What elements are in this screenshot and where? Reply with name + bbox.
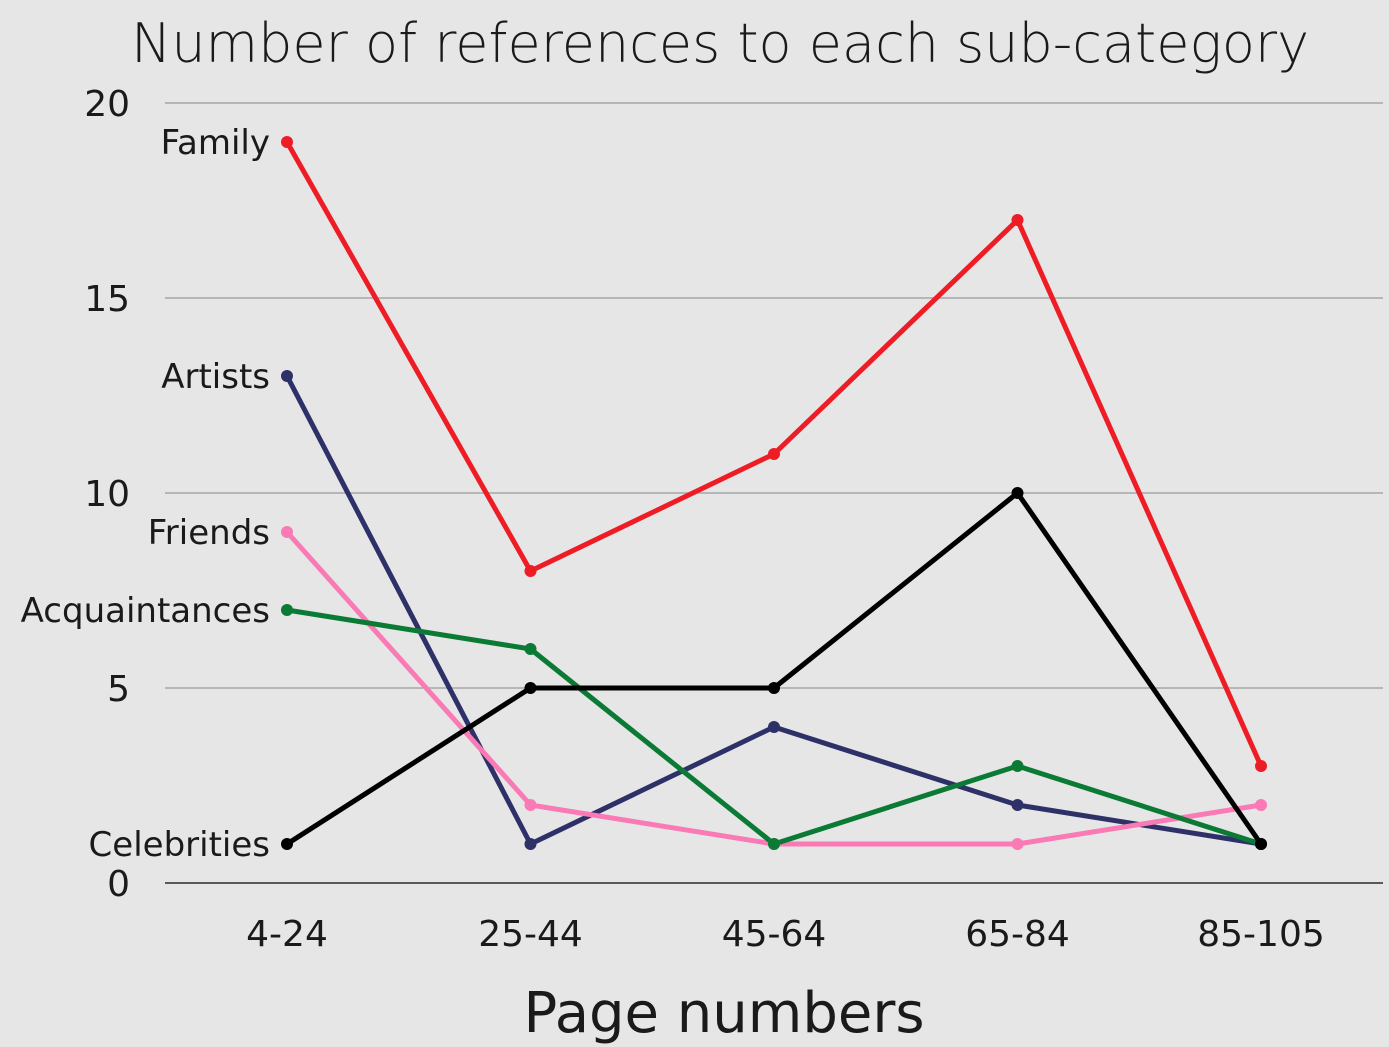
gridlines bbox=[165, 102, 1383, 884]
series-labels: Family Artists Friends Acquaintances Celebri… bbox=[21, 123, 270, 865]
data-point-family-85-105 bbox=[1255, 760, 1267, 772]
data-point-artists-65-84 bbox=[1011, 799, 1024, 811]
series-points bbox=[281, 136, 1267, 850]
series-label-celebrities: Celebrities bbox=[89, 825, 270, 865]
data-point-friends-4-24 bbox=[281, 526, 293, 538]
series-label-friends: Friends bbox=[148, 513, 270, 553]
data-point-family-25-44 bbox=[524, 565, 537, 577]
data-point-artists-45-64 bbox=[768, 721, 780, 733]
y-tick-label-10: 10 bbox=[84, 474, 130, 515]
data-point-acquaintances-25-44 bbox=[524, 643, 537, 655]
data-point-celebrities-65-84 bbox=[1011, 487, 1024, 499]
data-point-family-45-64 bbox=[768, 448, 780, 460]
data-point-celebrities-45-64 bbox=[768, 682, 780, 694]
data-point-family-65-84 bbox=[1011, 214, 1024, 226]
data-point-acquaintances-4-24 bbox=[281, 604, 293, 616]
data-point-artists-4-24 bbox=[281, 370, 293, 382]
data-point-friends-25-44 bbox=[524, 799, 537, 811]
series-label-artists: Artists bbox=[161, 357, 270, 397]
y-tick-label-15: 15 bbox=[84, 279, 130, 320]
y-tick-label-0: 0 bbox=[107, 864, 130, 905]
x-tick-label-25-44: 25-44 bbox=[478, 914, 583, 955]
data-point-celebrities-4-24 bbox=[281, 838, 293, 850]
series-line-celebrities bbox=[284, 490, 1264, 847]
y-tick-label-20: 20 bbox=[84, 84, 130, 125]
x-axis-ticks: 4-24 25-44 45-64 65-84 85-105 bbox=[246, 914, 1325, 955]
x-tick-label-65-84: 65-84 bbox=[965, 914, 1070, 955]
x-tick-label-45-64: 45-64 bbox=[722, 914, 827, 955]
chart-title: Number of references to each sub-categor… bbox=[131, 12, 1309, 75]
data-point-friends-65-84 bbox=[1011, 838, 1024, 850]
data-point-family-4-24 bbox=[281, 136, 293, 148]
data-point-acquaintances-45-64 bbox=[768, 838, 780, 850]
data-point-acquaintances-65-84 bbox=[1011, 760, 1024, 772]
x-tick-label-4-24: 4-24 bbox=[246, 914, 328, 955]
data-point-celebrities-85-105 bbox=[1255, 838, 1267, 850]
data-point-friends-85-105 bbox=[1255, 799, 1267, 811]
x-tick-label-85-105: 85-105 bbox=[1197, 914, 1325, 955]
series-line-artists bbox=[284, 373, 1264, 847]
data-point-celebrities-25-44 bbox=[524, 682, 537, 694]
y-axis-ticks: 0 5 10 15 20 bbox=[84, 84, 130, 905]
y-tick-label-5: 5 bbox=[107, 669, 130, 710]
data-point-artists-25-44 bbox=[524, 838, 537, 850]
series-label-family: Family bbox=[161, 123, 270, 163]
x-axis-label: Page numbers bbox=[523, 981, 924, 1046]
series-label-acquaintances: Acquaintances bbox=[21, 591, 270, 631]
